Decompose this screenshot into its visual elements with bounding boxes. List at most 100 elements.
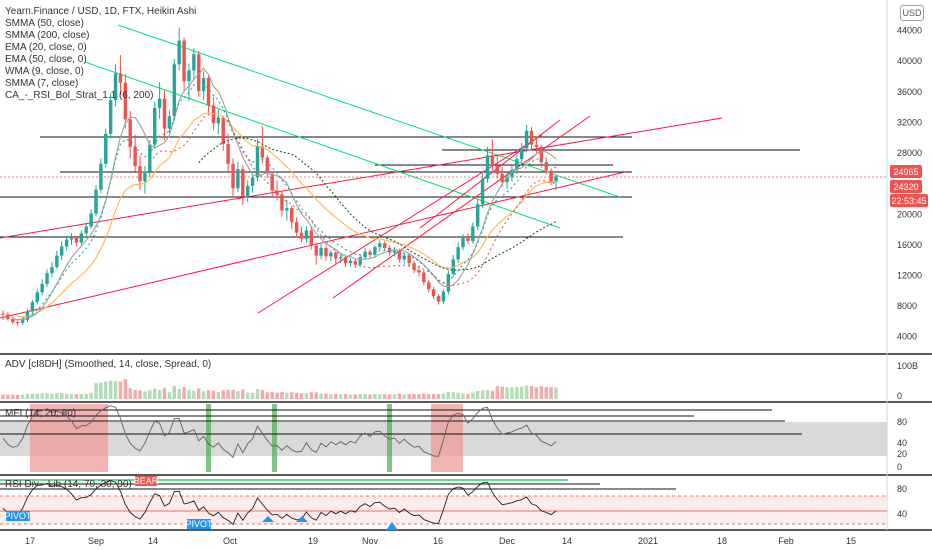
candle-body: [422, 272, 426, 283]
indicator-1[interactable]: SMMA (50, close): [5, 18, 84, 29]
candle-body: [500, 173, 504, 183]
adv-bar: [387, 394, 392, 399]
candle-body: [84, 226, 88, 234]
adv-bar: [99, 382, 103, 399]
adv-bar: [152, 388, 157, 399]
adv-bar: [353, 394, 358, 399]
candle-body: [490, 155, 495, 166]
indicator-3[interactable]: EMA (20, close, 0): [5, 42, 87, 53]
indicator-4[interactable]: EMA (50, close, 0): [5, 54, 87, 65]
adv-bar: [446, 392, 451, 399]
candle-body: [79, 233, 84, 243]
adv-bar: [348, 394, 353, 399]
bear-tag: BEAR: [134, 476, 159, 486]
indicator-7[interactable]: CA_-_RSI_Bol_Strat_1.1 (6, 200): [5, 90, 153, 101]
adv-bar: [231, 389, 235, 399]
adv-bar: [290, 392, 294, 399]
adv-bar: [55, 393, 59, 399]
candle-body: [285, 208, 289, 211]
adv-bar: [138, 390, 142, 399]
candle-body: [182, 40, 186, 82]
adv-bar: [148, 390, 152, 399]
price-tick-3: 32000: [897, 117, 922, 127]
adv-bar: [15, 394, 20, 399]
candle-body: [290, 208, 294, 222]
candle-body: [461, 237, 465, 248]
rsi-tags: BEAR PIVOT PIVOT: [4, 476, 398, 530]
time-tick-2: 14: [148, 536, 158, 546]
price-tick-6: 20000: [897, 209, 922, 219]
indicator-5[interactable]: WMA (9, close, 0): [5, 66, 84, 77]
adv-bar: [25, 393, 30, 399]
candle-body: [466, 237, 470, 242]
pivot-marker-3: [386, 522, 398, 530]
time-tick-7: Dec: [499, 536, 516, 546]
adv-bar: [69, 394, 74, 399]
candle-body: [11, 319, 15, 323]
mfi-pane-label: MFI (14, 20, 80): [5, 408, 76, 419]
candle-body: [397, 250, 402, 260]
currency-button[interactable]: USD: [900, 5, 924, 21]
candle-body: [549, 170, 553, 182]
candle-body: [471, 226, 475, 242]
pivot-tag-bg-1: [6, 511, 30, 521]
candle-body: [319, 247, 323, 256]
candle-body: [524, 130, 529, 149]
adv-bar: [89, 392, 93, 399]
candle-body: [431, 289, 436, 297]
indicator-6[interactable]: SMMA (7, close): [5, 78, 78, 89]
adv-bar: [334, 393, 338, 399]
adv-bar: [6, 394, 10, 399]
mfi-oversold-bar-3: [387, 404, 392, 472]
wma-9-line: [22, 83, 557, 319]
adv-bar: [338, 394, 343, 399]
adv-bar: [490, 390, 495, 399]
candle-body: [50, 267, 54, 274]
candle-body: [20, 319, 25, 323]
candle-body: [260, 146, 265, 158]
rsi-tick-80: 80: [897, 484, 907, 494]
smma-200-line: [198, 137, 557, 271]
adv-bar: [495, 386, 499, 399]
price-tags: 24965 24320 22:53:45: [890, 165, 928, 207]
time-axis: 17 Sep 14 Oct 19 Nov 16 Dec 14 2021 18 Feb 15: [25, 536, 856, 546]
adv-bar: [456, 392, 460, 399]
adv-bar: [505, 387, 509, 399]
candle-body: [358, 257, 362, 265]
candle-body: [309, 230, 314, 246]
time-tick-4: 19: [308, 536, 318, 546]
adv-bar: [407, 393, 411, 399]
candle-body: [485, 155, 490, 180]
indicator-2[interactable]: SMMA (200, close): [5, 30, 89, 41]
adv-bar: [309, 392, 314, 399]
price-tick-8: 12000: [897, 270, 922, 280]
adv-bar: [30, 393, 35, 399]
price-tag-bg-3: [890, 194, 928, 207]
candle-body: [74, 237, 79, 243]
candle-body: [436, 296, 441, 302]
candle-body: [40, 283, 44, 293]
candle-body: [314, 245, 318, 256]
adv-bar: [143, 391, 147, 399]
adv-bar: [466, 394, 470, 399]
mfi-line: [2, 405, 557, 459]
candle-body: [270, 173, 274, 191]
candle-body: [30, 302, 35, 312]
oscillator-lines: [2, 405, 557, 526]
adv-bar: [549, 387, 553, 399]
adv-bar: [520, 386, 524, 399]
adv-tick-zero: 0: [897, 391, 902, 401]
time-tick-0: 17: [25, 536, 35, 546]
mfi-oversold-bar-1: [206, 404, 211, 472]
smma-50-line: [149, 113, 557, 286]
candle-body: [148, 144, 152, 172]
mfi-axis: 80 40 20 0: [897, 417, 907, 472]
candle-body: [383, 243, 387, 248]
time-tick-1: Sep: [88, 536, 104, 546]
adv-bar: [260, 390, 265, 399]
pane-separators: [0, 0, 932, 531]
adv-bar: [471, 392, 475, 399]
price-tick-2: 36000: [897, 87, 922, 97]
candle-body: [265, 157, 269, 174]
